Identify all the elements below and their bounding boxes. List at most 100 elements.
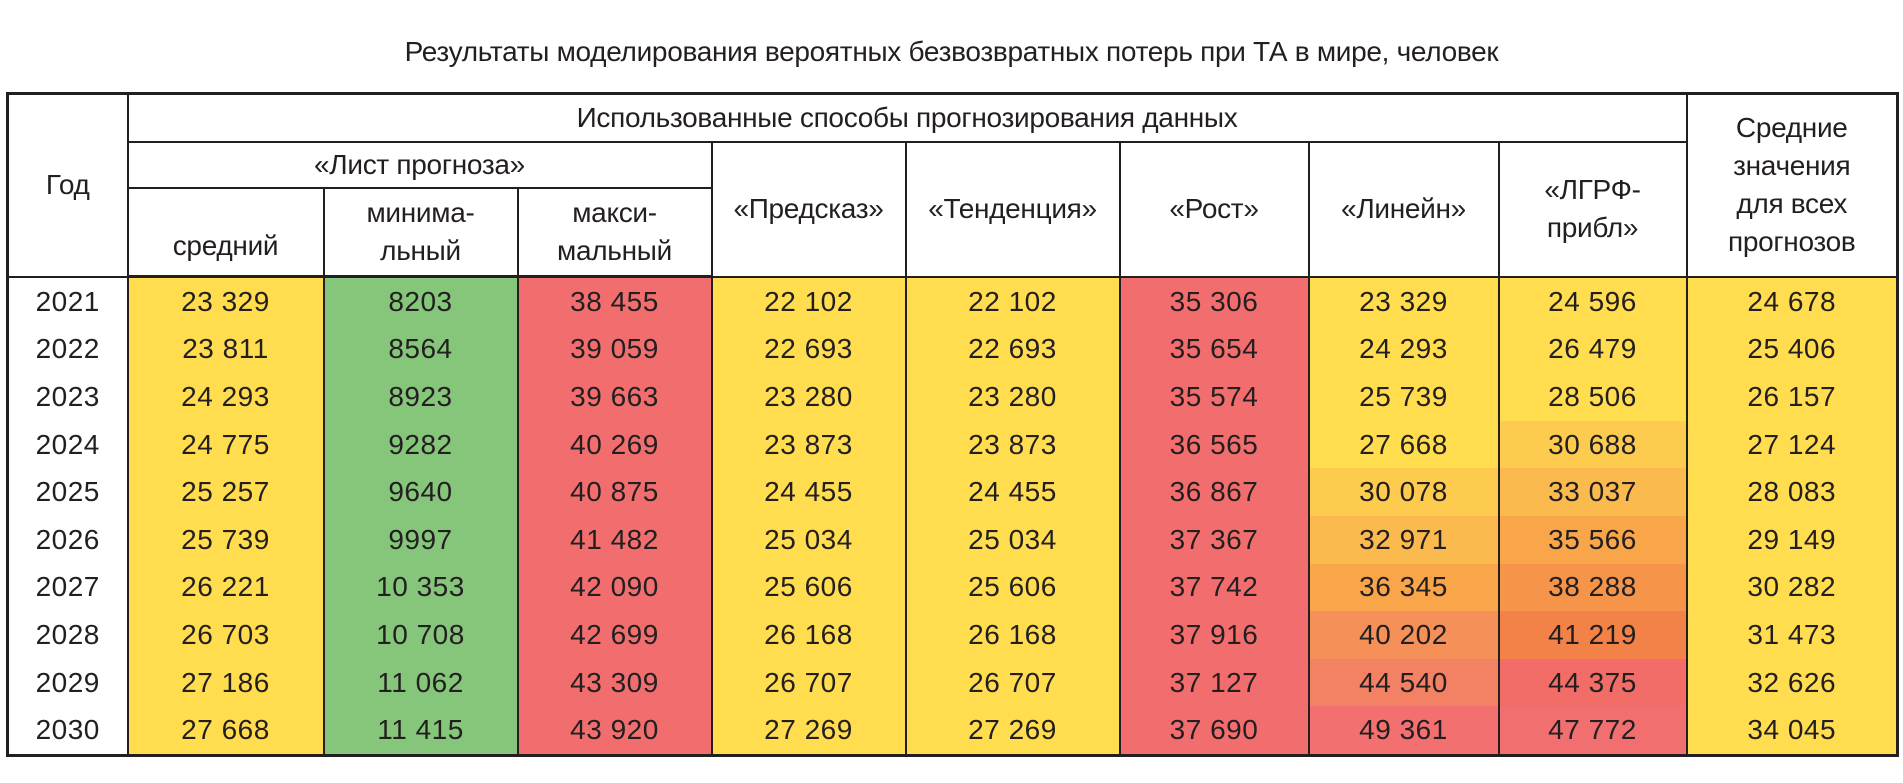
cell-tendency: 23 280 xyxy=(904,373,1121,421)
cell-predskaz: 23 280 xyxy=(710,373,907,421)
header-growth: «Рост» xyxy=(1118,140,1310,278)
cell-mean: 26 157 xyxy=(1685,373,1899,421)
cell-linest: 25 739 xyxy=(1307,373,1500,421)
cell-growth: 35 574 xyxy=(1118,373,1310,421)
header-min: минима- льный xyxy=(322,186,519,278)
cell-growth: 37 916 xyxy=(1118,611,1310,659)
cell-linest: 40 202 xyxy=(1307,611,1500,659)
table-body: 2021 23 329 8203 38 455 22 102 22 102 35 306 23… xyxy=(6,276,1899,756)
cell-tendency: 22 693 xyxy=(904,325,1121,374)
header-mean-line: Средние xyxy=(1735,112,1848,144)
cell-linest: 44 540 xyxy=(1307,658,1500,707)
cell-growth: 36 867 xyxy=(1118,468,1310,516)
cell-forecast-avg: 27 186 xyxy=(126,658,325,707)
cell-logest: 44 375 xyxy=(1497,658,1688,707)
cell-linest: 24 293 xyxy=(1307,325,1500,374)
cell-logest: 33 037 xyxy=(1497,468,1688,516)
cell-forecast-max: 39 059 xyxy=(516,325,713,374)
cell-year: 2023 xyxy=(6,373,129,421)
cell-forecast-min: 10 708 xyxy=(322,611,519,659)
header-max-line: макси- xyxy=(572,196,657,228)
table-title: Результаты моделирования вероятных безво… xyxy=(404,36,1499,67)
cell-growth: 37 742 xyxy=(1118,563,1310,612)
cell-predskaz: 22 693 xyxy=(710,325,907,374)
cell-mean: 28 083 xyxy=(1685,468,1899,516)
cell-linest: 49 361 xyxy=(1307,706,1500,756)
forecast-results-table: Год Использованные способы прогнозирован… xyxy=(6,92,1899,757)
table-row: 2030 27 668 11 415 43 920 27 269 27 269 37 690… xyxy=(6,706,1899,756)
table-row: 2023 24 293 8923 39 663 23 280 23 280 35 574 25… xyxy=(6,373,1899,421)
header-year: Год xyxy=(6,92,129,278)
cell-logest: 28 506 xyxy=(1497,373,1688,421)
cell-mean: 27 124 xyxy=(1685,420,1899,469)
cell-growth: 37 127 xyxy=(1118,658,1310,707)
cell-mean: 34 045 xyxy=(1685,706,1899,756)
cell-tendency: 26 707 xyxy=(904,658,1121,707)
cell-year: 2026 xyxy=(6,515,129,564)
cell-forecast-min: 8203 xyxy=(322,276,519,326)
cell-forecast-min: 8923 xyxy=(322,373,519,421)
header-tendency: «Тенденция» xyxy=(904,140,1121,278)
cell-growth: 37 690 xyxy=(1118,706,1310,756)
header-methods-group: Использованные способы прогнозирования д… xyxy=(126,92,1688,143)
header-mean-line: значения xyxy=(1733,150,1851,182)
cell-growth: 35 306 xyxy=(1118,276,1310,326)
cell-forecast-min: 9640 xyxy=(322,468,519,516)
cell-predskaz: 27 269 xyxy=(710,706,907,756)
cell-forecast-min: 11 062 xyxy=(322,658,519,707)
cell-forecast-avg: 26 703 xyxy=(126,611,325,659)
cell-logest: 47 772 xyxy=(1497,706,1688,756)
cell-predskaz: 23 873 xyxy=(710,420,907,469)
cell-mean: 24 678 xyxy=(1685,276,1899,326)
table-row: 2027 26 221 10 353 42 090 25 606 25 606 37 742… xyxy=(6,563,1899,612)
cell-growth: 35 654 xyxy=(1118,325,1310,374)
cell-linest: 30 078 xyxy=(1307,468,1500,516)
cell-year: 2030 xyxy=(6,706,129,756)
cell-forecast-avg: 23 811 xyxy=(126,325,325,374)
header-linest: «Линейн» xyxy=(1307,140,1500,278)
header-predskaz: «Предсказ» xyxy=(710,140,907,278)
cell-linest: 36 345 xyxy=(1307,563,1500,612)
cell-forecast-min: 11 415 xyxy=(322,706,519,756)
header-max: макси- мальный xyxy=(516,186,713,278)
cell-linest: 27 668 xyxy=(1307,420,1500,469)
cell-tendency: 22 102 xyxy=(904,276,1121,326)
cell-forecast-max: 43 309 xyxy=(516,658,713,707)
cell-growth: 36 565 xyxy=(1118,420,1310,469)
cell-year: 2025 xyxy=(6,468,129,516)
cell-forecast-min: 9282 xyxy=(322,420,519,469)
cell-forecast-min: 10 353 xyxy=(322,563,519,612)
header-min-line: минима- xyxy=(366,196,475,228)
header-avg: средний xyxy=(126,186,325,278)
cell-year: 2021 xyxy=(6,276,129,326)
cell-tendency: 25 606 xyxy=(904,563,1121,612)
cell-year: 2029 xyxy=(6,658,129,707)
cell-forecast-max: 42 090 xyxy=(516,563,713,612)
header-logest: «ЛГРФ- прибл» xyxy=(1497,140,1688,278)
cell-predskaz: 26 707 xyxy=(710,658,907,707)
table-row: 2028 26 703 10 708 42 699 26 168 26 168 37 916… xyxy=(6,611,1899,659)
cell-growth: 37 367 xyxy=(1118,515,1310,564)
header-forecast-sheet: «Лист прогноза» xyxy=(126,140,713,189)
cell-logest: 26 479 xyxy=(1497,325,1688,374)
table-row: 2022 23 811 8564 39 059 22 693 22 693 35 654 24… xyxy=(6,325,1899,374)
table-row: 2021 23 329 8203 38 455 22 102 22 102 35 306 23… xyxy=(6,276,1899,326)
cell-tendency: 27 269 xyxy=(904,706,1121,756)
cell-predskaz: 26 168 xyxy=(710,611,907,659)
cell-mean: 25 406 xyxy=(1685,325,1899,374)
table-row: 2024 24 775 9282 40 269 23 873 23 873 36 565 27… xyxy=(6,420,1899,469)
cell-forecast-min: 8564 xyxy=(322,325,519,374)
header-logest-line: «ЛГРФ- xyxy=(1544,174,1641,205)
cell-predskaz: 22 102 xyxy=(710,276,907,326)
cell-mean: 32 626 xyxy=(1685,658,1899,707)
cell-forecast-max: 40 269 xyxy=(516,420,713,469)
cell-mean: 30 282 xyxy=(1685,563,1899,612)
cell-forecast-avg: 25 257 xyxy=(126,468,325,516)
cell-year: 2027 xyxy=(6,563,129,612)
cell-logest: 41 219 xyxy=(1497,611,1688,659)
header-mean: Средние значения для всех прогнозов xyxy=(1685,92,1899,278)
cell-forecast-min: 9997 xyxy=(322,515,519,564)
cell-year: 2022 xyxy=(6,325,129,374)
cell-forecast-avg: 24 293 xyxy=(126,373,325,421)
cell-forecast-max: 41 482 xyxy=(516,515,713,564)
